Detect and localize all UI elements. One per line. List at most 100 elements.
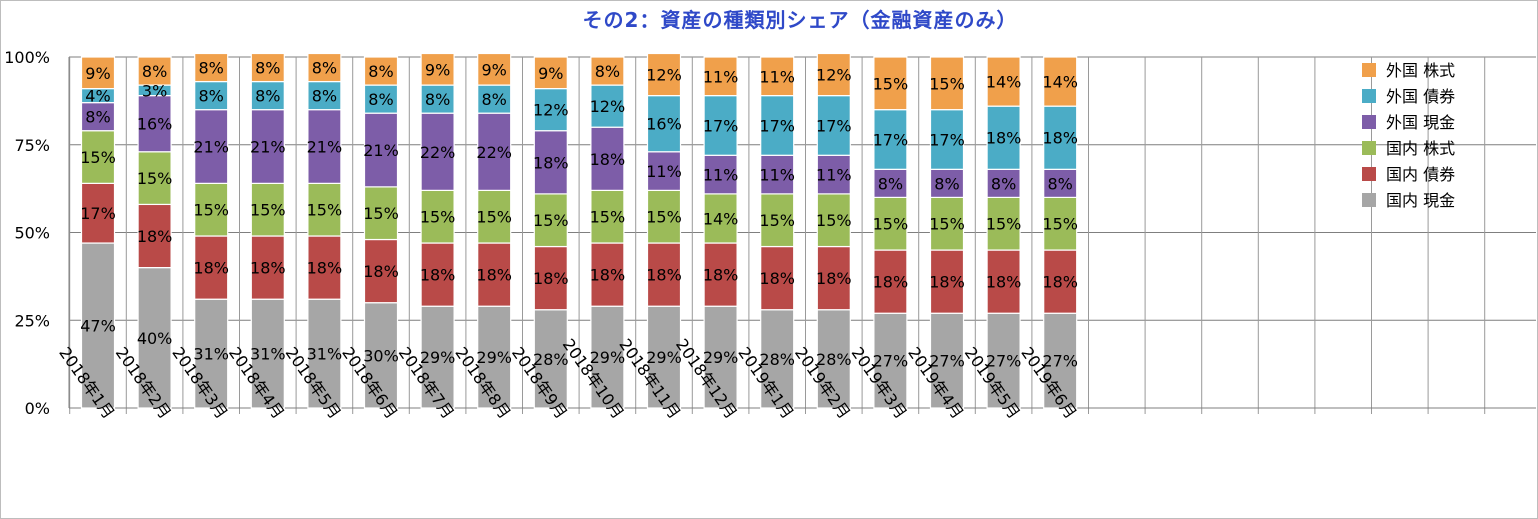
bar-segment <box>1043 56 1078 107</box>
bar-segment <box>250 298 285 409</box>
y-tick-label: 50% <box>14 224 50 243</box>
bar-segment <box>307 235 342 300</box>
data-label: 3% <box>142 81 167 100</box>
bar-segment <box>703 56 738 97</box>
bar-segment <box>929 312 965 409</box>
data-label: 12% <box>590 97 626 116</box>
data-label: 8% <box>199 87 224 106</box>
data-label: 40% <box>137 329 173 348</box>
bar-segment <box>590 242 625 307</box>
bar-segment <box>477 242 512 307</box>
bar-segment <box>986 249 1021 314</box>
bar-segment <box>873 312 908 409</box>
bar-segment <box>477 52 512 86</box>
data-label: 18% <box>137 227 173 246</box>
bar-segment <box>760 56 795 97</box>
bar-segment <box>1043 105 1078 170</box>
bar-segment <box>194 182 229 237</box>
bar-segment <box>760 309 795 409</box>
data-label: 15% <box>420 208 456 227</box>
data-label: 18% <box>816 269 852 288</box>
data-label: 12% <box>533 101 569 120</box>
data-label: 8% <box>482 90 507 109</box>
bar-segment <box>194 52 229 83</box>
data-label: 8% <box>142 62 167 81</box>
data-label: 8% <box>368 62 393 81</box>
data-label: 18% <box>1042 273 1078 292</box>
bar-segment <box>80 182 116 244</box>
data-label: 18% <box>986 273 1022 292</box>
data-label: 21% <box>363 141 399 160</box>
data-label: 15% <box>929 74 965 93</box>
legend-swatch <box>1362 63 1376 77</box>
legend-entry: 国内 現金 <box>1386 191 1455 210</box>
data-label: 8% <box>425 90 450 109</box>
data-label: 18% <box>873 273 909 292</box>
data-label: 18% <box>307 259 343 278</box>
bar-segment <box>137 95 172 153</box>
bar-segment <box>760 193 795 248</box>
data-label: 28% <box>759 350 795 369</box>
bar-segment <box>307 80 342 111</box>
legend-swatch <box>1362 167 1376 181</box>
bar-segment <box>646 242 682 307</box>
data-label: 15% <box>137 169 173 188</box>
data-label: 21% <box>250 138 286 157</box>
bar-segment <box>1043 249 1078 314</box>
data-label: 9% <box>538 64 563 83</box>
legend-entry: 外国 株式 <box>1386 61 1455 80</box>
bar-segment <box>477 189 512 244</box>
data-label: 27% <box>1042 352 1078 371</box>
data-label: 21% <box>307 138 343 157</box>
bar-segment <box>1043 168 1078 199</box>
y-tick-label: 25% <box>14 311 50 330</box>
bar-segment <box>590 84 625 128</box>
bar-segment <box>363 186 399 241</box>
bar-segment <box>703 95 738 156</box>
bar-segment <box>80 242 116 409</box>
data-label: 12% <box>816 66 852 85</box>
data-label: 9% <box>425 60 450 79</box>
data-label: 16% <box>137 115 173 134</box>
bar-segment <box>137 203 172 269</box>
bar-segment <box>533 87 568 132</box>
data-label: 17% <box>703 116 739 135</box>
bar-segment <box>703 154 738 195</box>
legend-swatch <box>1362 115 1376 129</box>
bar-segment <box>420 242 455 307</box>
gridlines <box>69 56 1536 414</box>
data-label: 8% <box>368 90 393 109</box>
data-label: 12% <box>646 66 682 85</box>
data-label: 22% <box>476 143 512 162</box>
data-label: 31% <box>307 345 343 364</box>
legend-entry: 外国 現金 <box>1386 113 1455 132</box>
legend-swatch <box>1362 141 1376 155</box>
bar-segment <box>477 305 512 409</box>
data-label: 21% <box>193 138 229 157</box>
data-label: 29% <box>476 348 512 367</box>
data-label: 18% <box>703 266 739 285</box>
data-label: 18% <box>363 262 399 281</box>
bar-segment <box>646 305 682 409</box>
chart-title: その2：資産の種類別シェア（金融資産のみ） <box>582 8 1018 32</box>
data-label: 11% <box>703 166 739 185</box>
bar-segment <box>816 309 851 409</box>
data-label: 27% <box>929 352 965 371</box>
bar-segment <box>307 52 342 83</box>
data-label: 15% <box>646 208 682 227</box>
data-label: 11% <box>816 166 852 185</box>
bar-segment <box>816 52 851 97</box>
bar-segment <box>250 182 285 237</box>
data-label: 15% <box>363 204 399 223</box>
data-label: 31% <box>193 345 229 364</box>
bar-segment <box>307 109 342 184</box>
data-label: 15% <box>590 208 626 227</box>
data-label: 18% <box>759 269 795 288</box>
bar-segment <box>137 56 172 86</box>
bar-segment <box>760 245 795 311</box>
data-label: 29% <box>703 348 739 367</box>
data-label: 15% <box>873 74 909 93</box>
y-tick-label: 0% <box>25 399 50 418</box>
data-label: 18% <box>476 266 512 285</box>
